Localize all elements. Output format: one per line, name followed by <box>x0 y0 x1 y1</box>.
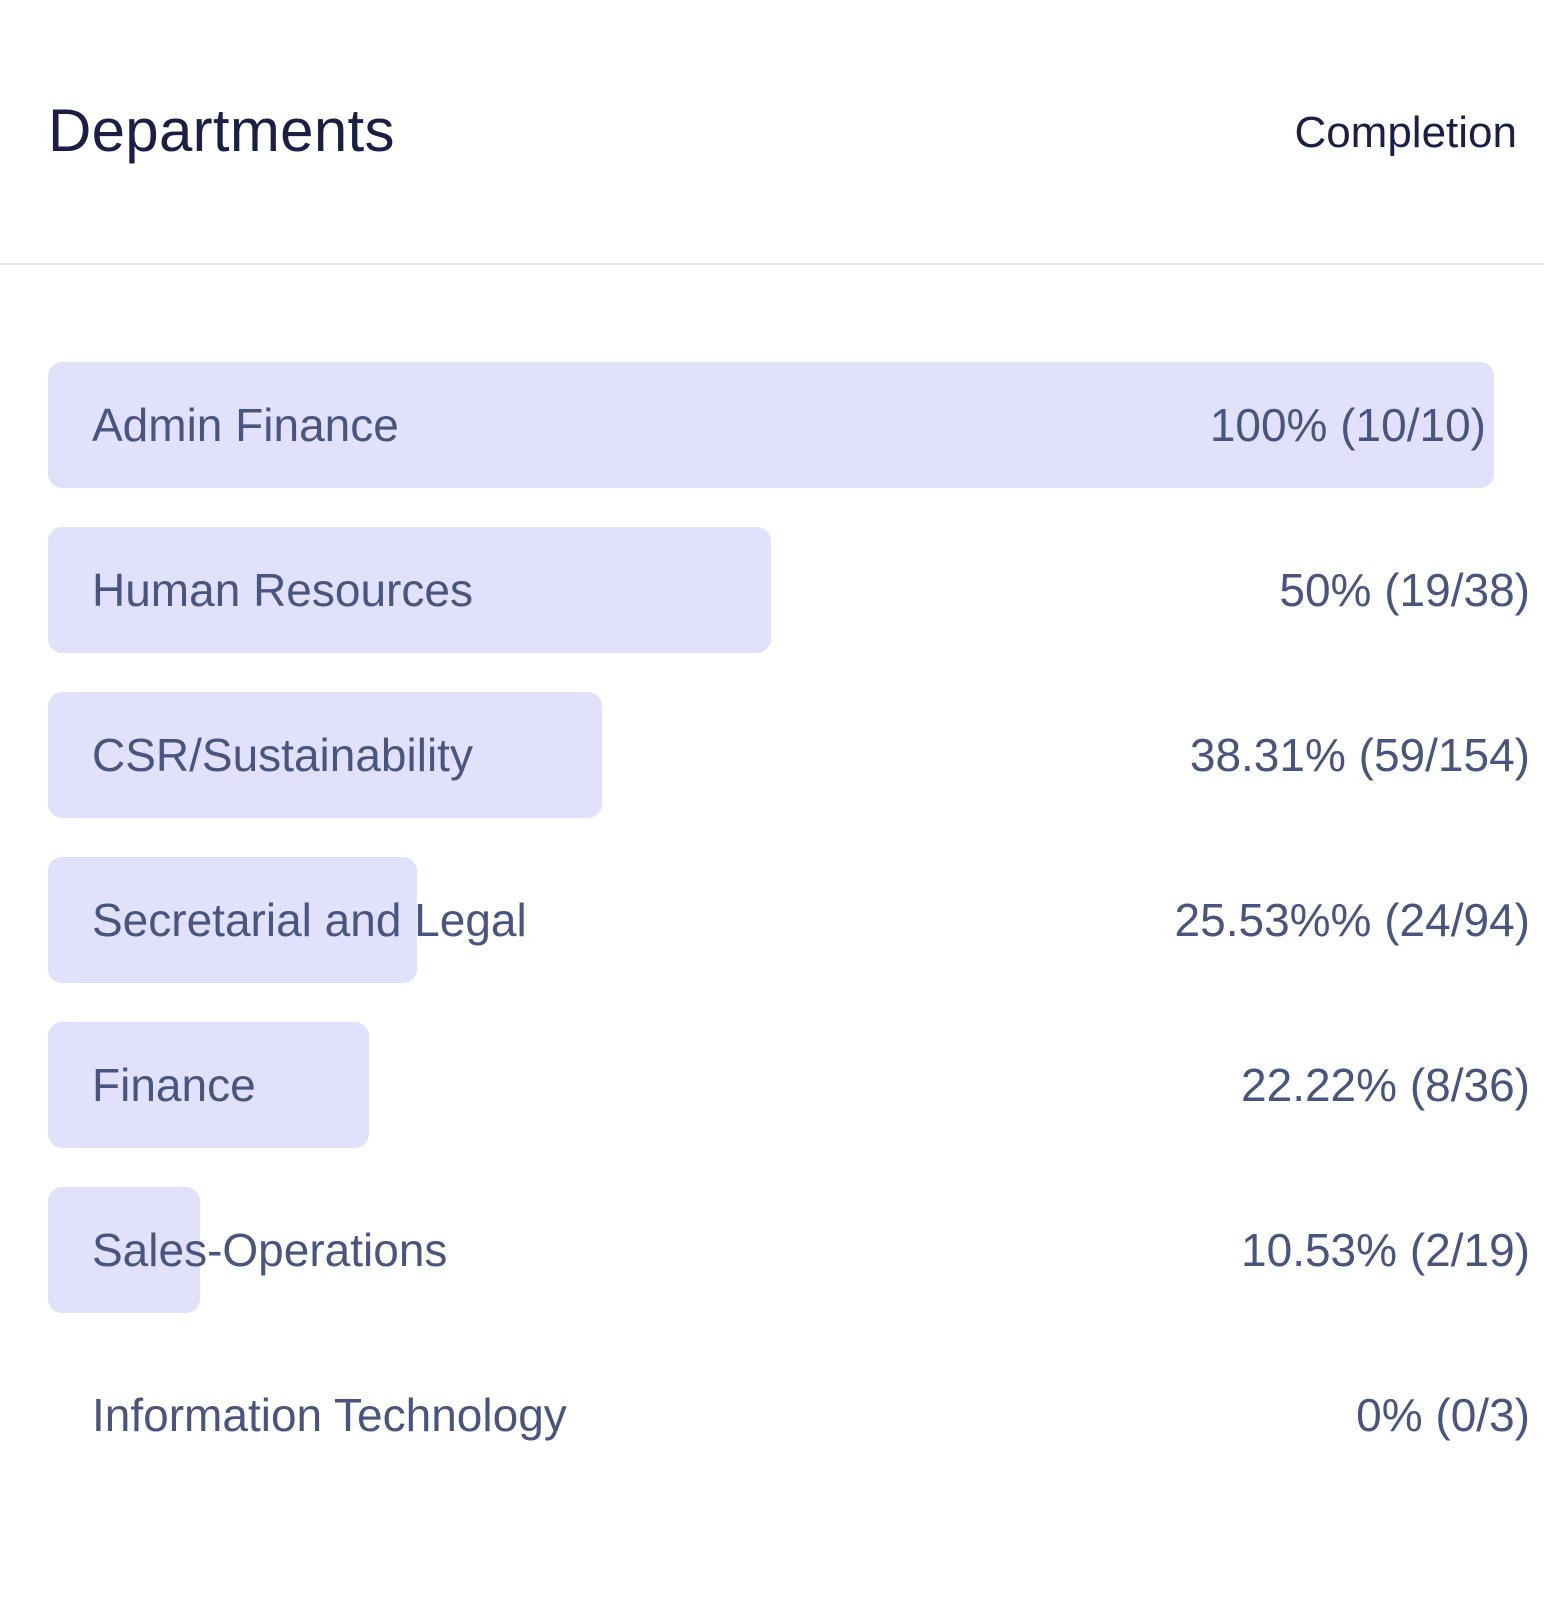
department-label: Finance <box>92 1059 256 1111</box>
department-row: Human Resources 50% (19/38) <box>48 527 1530 653</box>
department-row: Information Technology 0% (0/3) <box>48 1352 1530 1478</box>
completion-bar <box>48 857 417 983</box>
completion-bar <box>48 692 602 818</box>
card-header: Departments Completion <box>0 0 1544 264</box>
completion-value: 38.31% (59/154) <box>1189 729 1530 781</box>
department-row: Admin Finance 100% (10/10) <box>48 362 1530 488</box>
department-row: Finance 22.22% (8/36) <box>48 1022 1530 1148</box>
completion-value: 25.53%% (24/94) <box>1174 894 1530 946</box>
header-divider <box>0 263 1544 265</box>
completion-bar <box>48 362 1494 488</box>
completion-value: 0% (0/3) <box>1356 1389 1530 1441</box>
department-label: Information Technology <box>92 1389 567 1441</box>
department-label: CSR/Sustainability <box>92 729 473 781</box>
page-title: Departments <box>48 97 395 164</box>
completion-value: 100% (10/10) <box>1209 399 1486 451</box>
department-label: Secretarial and Legal <box>92 894 527 946</box>
completion-value: 22.22% (8/36) <box>1241 1059 1530 1111</box>
completion-bar <box>48 1187 200 1313</box>
department-label: Human Resources <box>92 564 473 616</box>
completion-column-label: Completion <box>1294 108 1517 157</box>
completion-value: 10.53% (2/19) <box>1241 1224 1530 1276</box>
department-completion-chart: Admin Finance 100% (10/10) Human Resources… <box>48 362 1530 1532</box>
completion-value: 50% (19/38) <box>1279 564 1530 616</box>
department-row: Secretarial and Legal 25.53%% (24/94) <box>48 857 1530 983</box>
department-label: Admin Finance <box>92 399 399 451</box>
department-row: Sales-Operations 10.53% (2/19) <box>48 1187 1530 1313</box>
completion-bar <box>48 1022 369 1148</box>
completion-bar <box>48 527 771 653</box>
department-row: CSR/Sustainability 38.31% (59/154) <box>48 692 1530 818</box>
department-label: Sales-Operations <box>92 1224 448 1276</box>
